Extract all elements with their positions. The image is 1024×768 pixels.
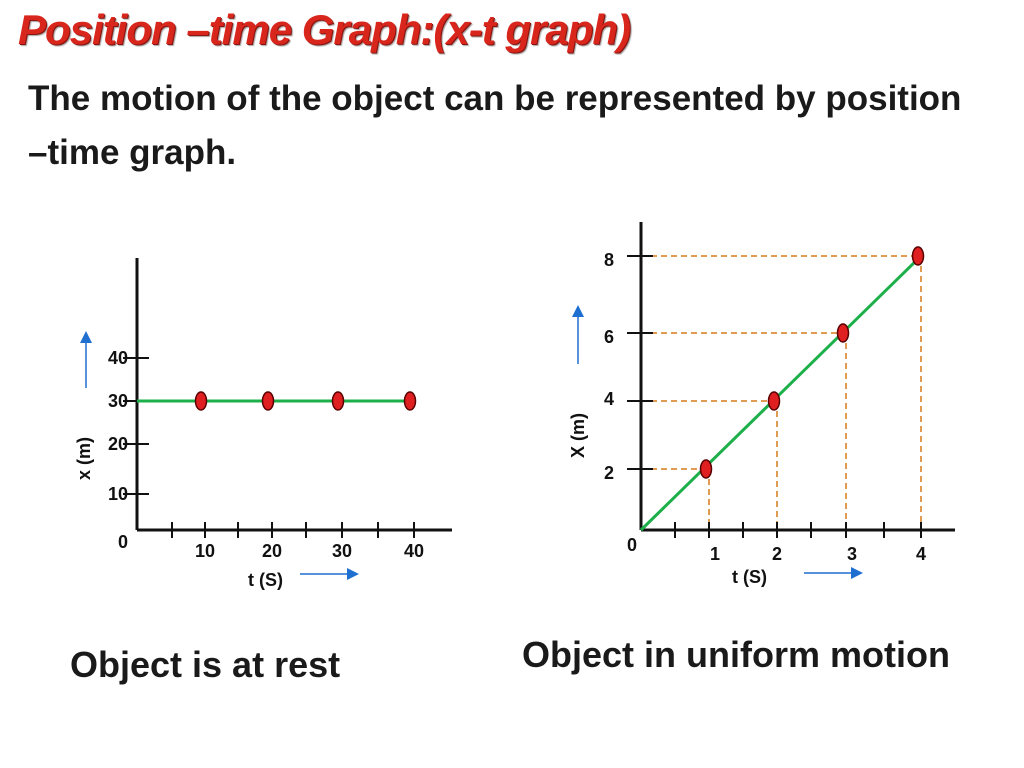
data-point <box>194 391 208 411</box>
y-tick-label: 2 <box>604 463 614 483</box>
axes <box>135 258 452 532</box>
origin-label: 0 <box>118 532 128 552</box>
y-tick-label: 4 <box>604 389 614 409</box>
y-tick-label: 30 <box>108 391 128 411</box>
y-axis-label: x (m) <box>74 437 94 480</box>
caption-at-rest: Object is at rest <box>70 644 341 685</box>
x-axis-label: t (S) <box>732 567 767 587</box>
y-tick-label: 8 <box>604 250 614 270</box>
axes <box>639 222 955 532</box>
ticks <box>627 255 922 538</box>
x-tick-label: 40 <box>404 541 424 561</box>
intro-text: The motion of the object can be represen… <box>28 79 962 172</box>
y-axis-label: X (m) <box>568 413 588 458</box>
data-point <box>403 391 417 411</box>
data-point <box>261 391 275 411</box>
series-line <box>639 254 923 532</box>
origin-label: 0 <box>627 535 637 555</box>
x-axis-label: t (S) <box>248 570 283 590</box>
x-tick-label: 4 <box>916 544 926 564</box>
guide-lines <box>641 255 922 530</box>
data-points <box>699 246 925 479</box>
chart-uniform-motion: 1 2 3 4 2 4 6 8 0 t (S) X (m) <box>568 222 955 587</box>
chart-at-rest: 10 20 30 40 10 20 30 40 0 t (S) x (m) <box>74 258 452 590</box>
x-tick-label: 2 <box>772 544 782 564</box>
x-tick-label: 3 <box>847 544 857 564</box>
tick-labels: 1 2 3 4 2 4 6 8 <box>604 250 926 564</box>
slide-title: Position –time Graph:(x-t graph) <box>18 6 631 53</box>
data-point <box>836 323 850 343</box>
x-tick-label: 10 <box>195 541 215 561</box>
data-points <box>194 391 417 411</box>
x-tick-label: 30 <box>332 541 352 561</box>
x-tick-label: 1 <box>710 544 720 564</box>
data-point <box>767 391 781 411</box>
data-point <box>699 459 713 479</box>
y-tick-label: 20 <box>108 434 128 454</box>
caption-uniform-motion: Object in uniform motion <box>522 634 950 675</box>
data-point <box>911 246 925 266</box>
x-tick-label: 20 <box>262 541 282 561</box>
y-tick-label: 6 <box>604 327 614 347</box>
y-tick-label: 10 <box>108 484 128 504</box>
data-point <box>331 391 345 411</box>
series-line-path <box>639 254 923 532</box>
tick-labels: 10 20 30 40 10 20 30 40 <box>108 348 424 561</box>
ticks <box>123 357 415 538</box>
y-tick-label: 40 <box>108 348 128 368</box>
